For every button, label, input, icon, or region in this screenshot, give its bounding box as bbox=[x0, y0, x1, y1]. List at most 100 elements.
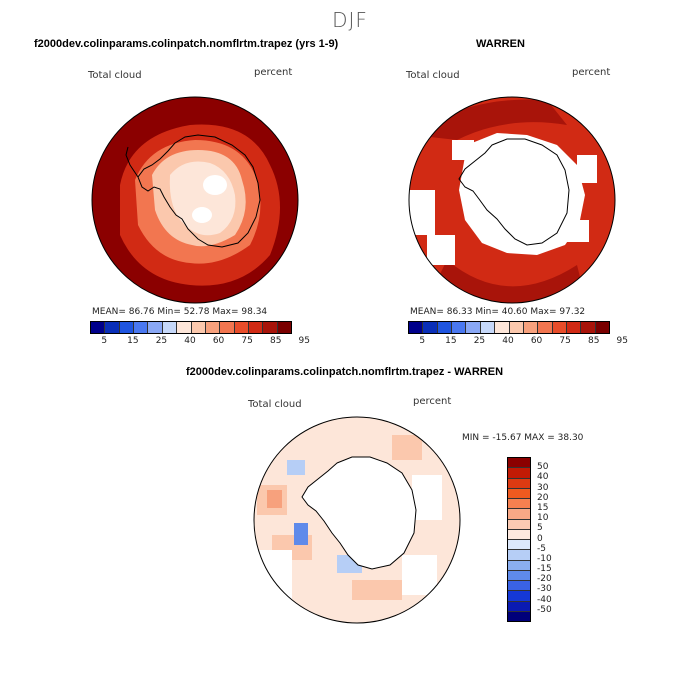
panel1-variable-label: Total cloud bbox=[88, 70, 142, 81]
colorbar-swatch bbox=[480, 322, 496, 333]
colorbar-swatch bbox=[508, 519, 530, 530]
season-title: DJF bbox=[332, 8, 368, 32]
cb2-tick: 25 bbox=[473, 336, 486, 346]
panel2-dark-arc bbox=[412, 99, 567, 140]
colorbar-swatch bbox=[508, 581, 530, 592]
colorbar-swatch bbox=[508, 529, 530, 540]
panel3-units-label: percent bbox=[413, 396, 452, 407]
panel3-colorbar bbox=[507, 457, 531, 622]
panel2-antarctica bbox=[459, 133, 585, 255]
panel1-colorbar-ticks: 5 15 25 40 60 75 85 95 bbox=[90, 336, 310, 348]
panel1-title: f2000dev.colinparams.colinpatch.nomflrtm… bbox=[34, 38, 339, 50]
cb2-tick: 85 bbox=[587, 336, 600, 346]
panel3-warm-patch-c bbox=[352, 580, 402, 600]
panel3-colorbar-ticks: 50 40 30 20 15 10 5 0 -5 -10 -15 -20 -30… bbox=[537, 457, 577, 620]
cb3-tick: -40 bbox=[537, 594, 552, 605]
colorbar-swatch bbox=[220, 322, 235, 333]
panel1-peninsula-outline bbox=[125, 146, 139, 178]
colorbar-swatch bbox=[508, 499, 530, 510]
panel1-inner-patch-b bbox=[192, 207, 212, 223]
panel3-title: f2000dev.colinparams.colinpatch.nomflrtm… bbox=[186, 366, 504, 378]
panel3-missing-b bbox=[412, 475, 442, 520]
cb3-tick: 50 bbox=[537, 462, 549, 473]
colorbar-swatch bbox=[191, 322, 206, 333]
cb2-tick: 75 bbox=[559, 336, 571, 346]
panel2-colorbar bbox=[408, 321, 610, 334]
cb3-tick: -15 bbox=[537, 564, 552, 575]
panel3-cool2-patch bbox=[294, 523, 308, 545]
colorbar-swatch bbox=[508, 591, 530, 602]
panel3-polar-map bbox=[253, 416, 461, 624]
panel1-colorbar-swatches bbox=[91, 322, 292, 333]
panel3-antarctica bbox=[301, 456, 417, 570]
panel1-colorbar bbox=[90, 321, 292, 334]
colorbar-swatch bbox=[423, 322, 438, 333]
cb1-tick: 25 bbox=[155, 336, 168, 346]
cb3-tick: -5 bbox=[537, 543, 546, 554]
colorbar-swatch bbox=[119, 322, 135, 333]
panel3-cool-patch-a bbox=[287, 460, 305, 475]
cb1-tick: 40 bbox=[184, 336, 196, 346]
cb3-tick: -20 bbox=[537, 574, 552, 585]
colorbar-swatch bbox=[466, 322, 481, 333]
colorbar-swatch bbox=[538, 322, 553, 333]
colorbar-swatch bbox=[105, 322, 120, 333]
cb3-tick: -10 bbox=[537, 553, 552, 564]
panel2-missing-b bbox=[427, 235, 455, 265]
cb2-tick: 60 bbox=[530, 336, 543, 346]
colorbar-swatch bbox=[508, 488, 530, 499]
panel3-warm-patch-d bbox=[392, 435, 422, 460]
colorbar-swatch bbox=[437, 322, 453, 333]
panel2-units-label: percent bbox=[572, 67, 611, 78]
cb1-tick: 95 bbox=[298, 336, 311, 346]
colorbar-swatch bbox=[248, 322, 264, 333]
colorbar-swatch bbox=[566, 322, 582, 333]
colorbar-swatch bbox=[552, 322, 567, 333]
colorbar-swatch bbox=[508, 550, 530, 561]
cb2-tick: 15 bbox=[445, 336, 457, 346]
colorbar-swatch bbox=[508, 611, 530, 621]
colorbar-swatch bbox=[263, 322, 278, 333]
cb1-tick: 5 bbox=[101, 336, 108, 346]
cb2-tick: 40 bbox=[502, 336, 514, 346]
colorbar-swatch bbox=[523, 322, 539, 333]
colorbar-swatch bbox=[508, 570, 530, 581]
panel3-missing-a bbox=[254, 550, 292, 600]
cb1-tick: 15 bbox=[127, 336, 139, 346]
panel2-missing-e bbox=[567, 220, 589, 242]
colorbar-swatch bbox=[509, 322, 524, 333]
cb3-tick: 30 bbox=[537, 482, 549, 493]
colorbar-swatch bbox=[234, 322, 249, 333]
panel1-stats: MEAN= 86.76 Min= 52.78 Max= 98.34 bbox=[92, 307, 268, 317]
cb1-tick: 60 bbox=[212, 336, 225, 346]
cb2-tick: 5 bbox=[419, 336, 426, 346]
cb1-tick: 85 bbox=[269, 336, 282, 346]
panel2-antarctica-outline bbox=[458, 138, 570, 246]
cb3-tick: 15 bbox=[537, 502, 549, 513]
colorbar-swatch bbox=[277, 322, 292, 333]
colorbar-swatch bbox=[177, 322, 192, 333]
colorbar-swatch bbox=[508, 601, 530, 612]
panel3-variable-label: Total cloud bbox=[248, 399, 302, 410]
cb3-tick: -50 bbox=[537, 604, 552, 615]
colorbar-swatch bbox=[508, 509, 530, 520]
colorbar-swatch bbox=[91, 322, 106, 333]
panel2-colorbar-swatches bbox=[409, 322, 610, 333]
panel2-missing-c bbox=[577, 155, 597, 183]
cb3-tick: 0 bbox=[537, 533, 543, 544]
colorbar-swatch bbox=[205, 322, 221, 333]
panel2-title: WARREN bbox=[476, 38, 525, 50]
panel1-inner-patch-a bbox=[203, 175, 227, 195]
colorbar-swatch bbox=[508, 478, 530, 489]
panel3-warm2-patch bbox=[267, 490, 282, 508]
colorbar-swatch bbox=[162, 322, 178, 333]
colorbar-swatch bbox=[508, 540, 530, 551]
colorbar-swatch bbox=[148, 322, 163, 333]
panel1-units-label: percent bbox=[254, 67, 293, 78]
cb1-tick: 75 bbox=[241, 336, 253, 346]
cb3-tick: 40 bbox=[537, 472, 549, 483]
cb3-tick: 10 bbox=[537, 513, 549, 524]
cb2-tick: 95 bbox=[616, 336, 629, 346]
colorbar-swatch bbox=[508, 560, 530, 571]
cb3-tick: -30 bbox=[537, 584, 552, 595]
